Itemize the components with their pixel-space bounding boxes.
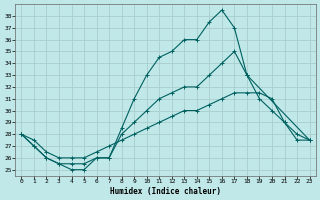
X-axis label: Humidex (Indice chaleur): Humidex (Indice chaleur) bbox=[110, 187, 221, 196]
